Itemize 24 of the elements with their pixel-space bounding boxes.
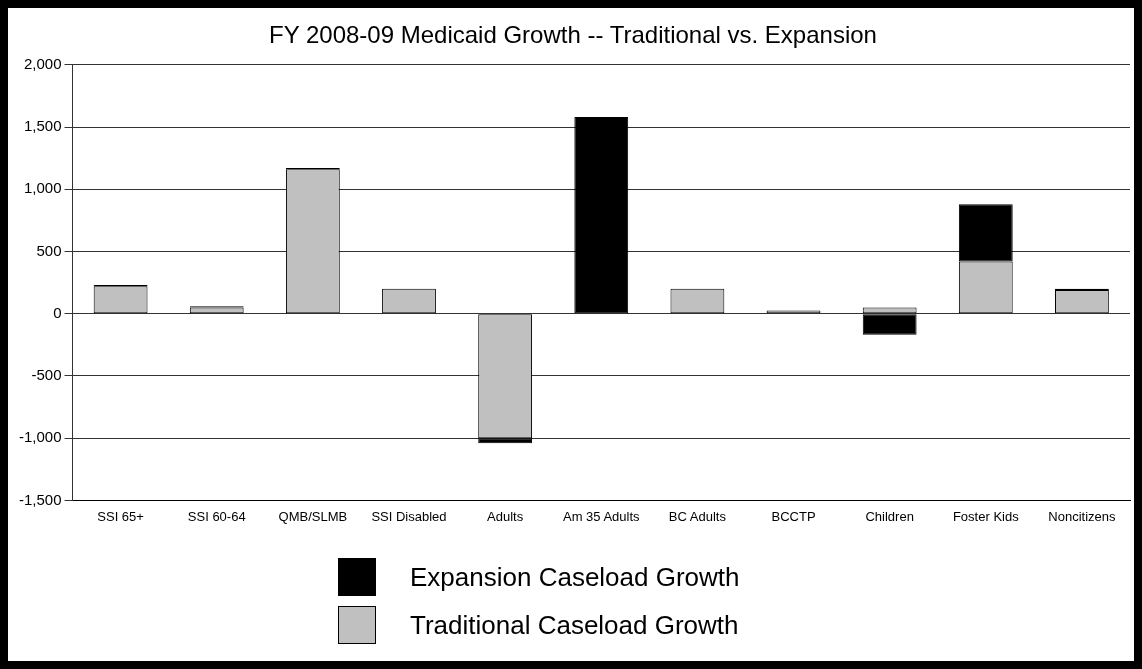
- x-tick-label: BC Adults: [668, 508, 727, 524]
- x-tick-label: Adults: [487, 508, 524, 524]
- x-tick-label: Foster Kids: [952, 508, 1020, 524]
- x-tick-label: SSI 60-64: [187, 508, 246, 524]
- x-tick-label: Am 35 Adults: [562, 508, 641, 524]
- legend-label: Traditional Caseload Growth: [410, 609, 739, 641]
- x-tick-label: QMB/SLMB: [278, 508, 348, 524]
- legend-label: Expansion Caseload Growth: [410, 561, 740, 593]
- bar: [574, 117, 629, 314]
- y-tick-label: 1,500: [23, 117, 62, 135]
- y-tick-label: -500: [31, 366, 62, 384]
- chart-title: FY 2008-09 Medicaid Growth -- Traditional vs. Expansion: [269, 21, 877, 49]
- y-tick-label: 500: [36, 241, 62, 259]
- bar: [862, 314, 917, 335]
- x-tick-label: Noncitizens: [1048, 508, 1117, 524]
- x-tick-label: SSI 65+: [97, 508, 144, 524]
- x-tick-label: SSI Disabled: [371, 508, 447, 524]
- x-tick-label: Children: [865, 508, 914, 524]
- x-tick-label: BCCTP: [771, 508, 816, 524]
- y-tick-label: 0: [53, 303, 62, 321]
- y-tick-label: -1,500: [18, 490, 62, 508]
- y-tick-label: -1,000: [18, 428, 62, 446]
- y-tick-label: 2,000: [23, 54, 62, 72]
- y-tick-label: 1,000: [23, 179, 62, 197]
